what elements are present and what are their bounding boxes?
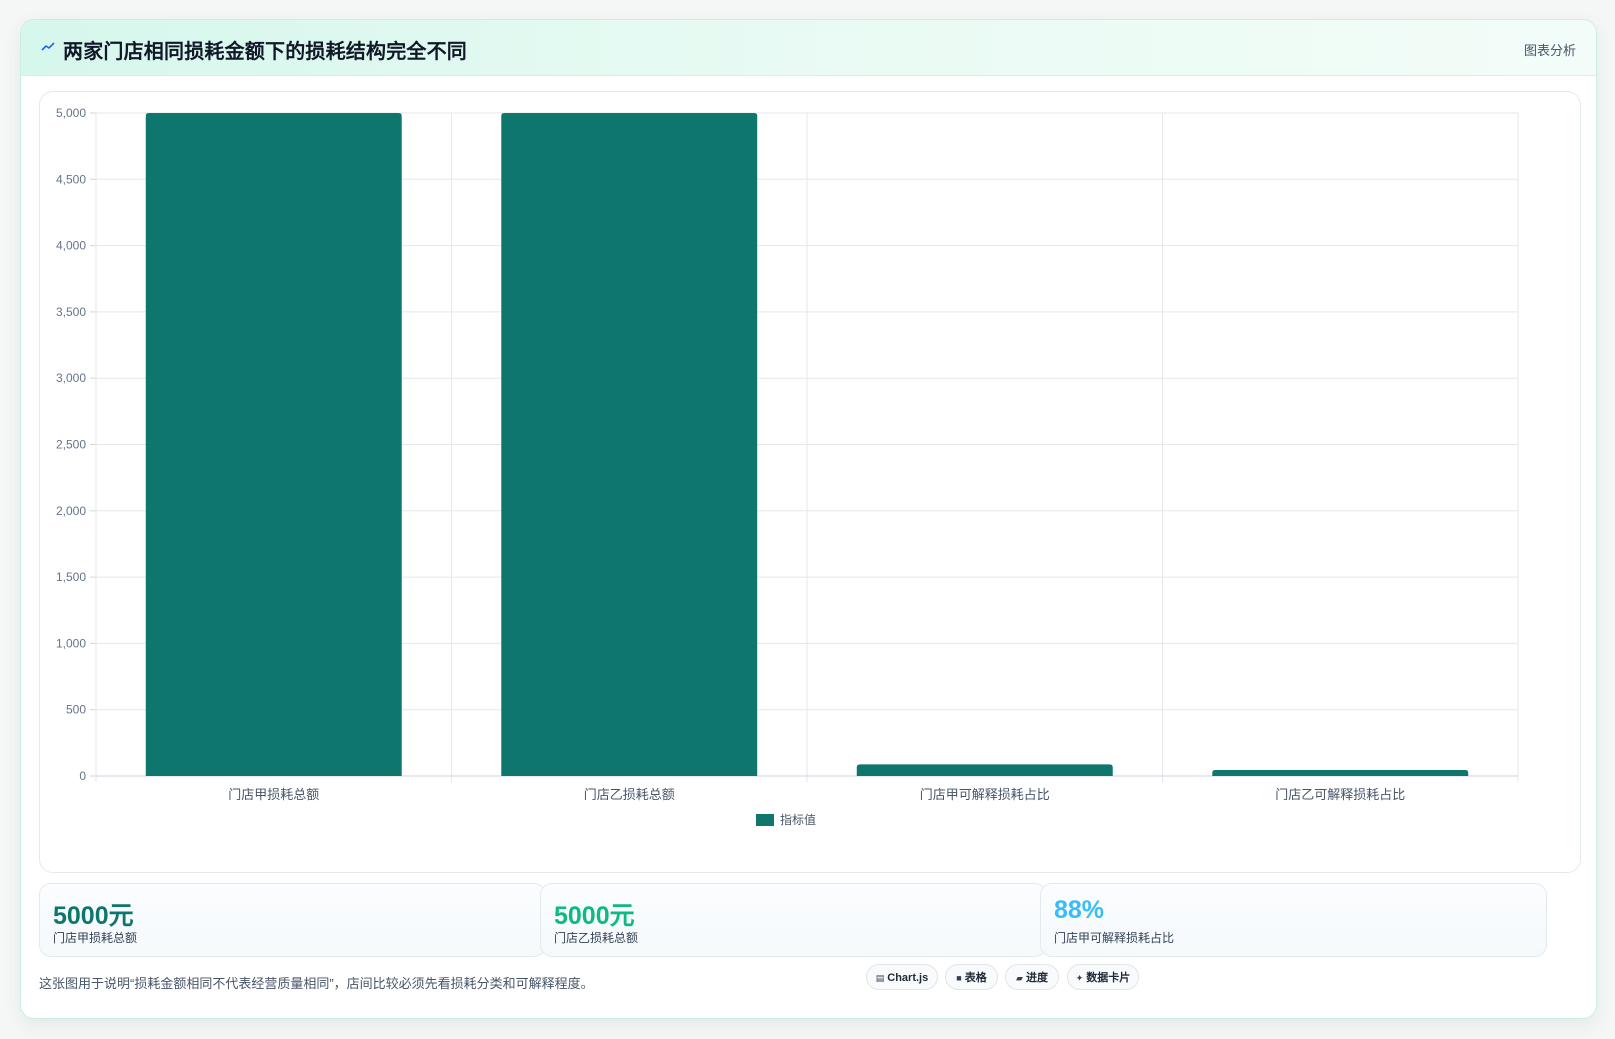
x-tick-label: 门店甲可解释损耗占比 xyxy=(920,787,1050,802)
stat-value: 88% xyxy=(1054,896,1105,924)
bar xyxy=(856,764,1113,776)
bar xyxy=(1212,770,1469,776)
chip-progress[interactable]: ▰ 进度 xyxy=(1005,964,1059,990)
table-icon: ■ xyxy=(956,973,962,983)
y-tick-label: 500 xyxy=(66,703,86,717)
y-tick-label: 1,500 xyxy=(56,570,86,584)
y-tick-label: 4,500 xyxy=(56,172,86,186)
chart-footnote: 这张图用于说明“损耗金额相同不代表经营质量相同”，店间比较必须先看损耗分类和可解… xyxy=(39,976,594,991)
y-tick-label: 4,000 xyxy=(56,239,86,253)
chip-label: 数据卡片 xyxy=(1086,972,1131,984)
chart-icon: ▤ xyxy=(875,973,885,983)
bar xyxy=(145,113,402,776)
bar xyxy=(501,113,758,776)
chip-table[interactable]: ■ 表格 xyxy=(945,964,998,990)
stat-label: 门店甲可解释损耗占比 xyxy=(1054,931,1175,945)
chip-label: 表格 xyxy=(964,972,987,984)
y-tick-label: 2,000 xyxy=(56,504,86,518)
chart-container: 0 500 1,000 1,500 2,000 2,500 3,000 3,500 4,000 4… xyxy=(39,91,1581,873)
y-tick-label: 3,000 xyxy=(56,371,86,385)
legend-swatch xyxy=(756,814,774,826)
y-tick-label: 1,000 xyxy=(56,636,86,650)
stat-value: 5000元 xyxy=(554,902,635,930)
legend-label: 指标值 xyxy=(780,812,816,827)
chart-analysis-tag: 图表分析 xyxy=(1523,43,1576,58)
x-tick-label: 门店乙可解释损耗占比 xyxy=(1275,787,1405,802)
x-tick-label: 门店甲损耗总额 xyxy=(228,787,319,802)
chip-chartjs[interactable]: ▤ Chart.js xyxy=(866,964,938,990)
bar-chart: 0 500 1,000 1,500 2,000 2,500 3,000 3,500 4,000 4… xyxy=(56,106,1519,827)
page-title: 两家门店相同损耗金额下的损耗结构完全不同 xyxy=(63,41,467,63)
y-tick-label: 5,000 xyxy=(56,106,86,120)
progress-icon: ▰ xyxy=(1016,973,1023,983)
stat-card-store-b-total: 5000元 门店乙损耗总额 xyxy=(540,883,1047,957)
stat-value: 5000元 xyxy=(53,902,134,930)
stat-label: 门店乙损耗总额 xyxy=(554,931,639,945)
trend-line-icon xyxy=(41,42,55,51)
x-tick-label: 门店乙损耗总额 xyxy=(584,787,675,802)
y-tick-label: 2,500 xyxy=(56,438,86,452)
y-tick-label: 3,500 xyxy=(56,305,86,319)
stat-card-store-a-ratio: 88% 门店甲可解释损耗占比 xyxy=(1040,883,1547,957)
chip-data-card[interactable]: ✦ 数据卡片 xyxy=(1067,964,1139,990)
card-header: 两家门店相同损耗金额下的损耗结构完全不同 图表分析 xyxy=(21,20,1596,76)
sparkle-icon: ✦ xyxy=(1075,973,1084,983)
chip-label: 进度 xyxy=(1025,972,1048,984)
stat-card-store-a-total: 5000元 门店甲损耗总额 xyxy=(39,883,546,957)
y-tick-label: 0 xyxy=(79,769,86,783)
chart-card: 两家门店相同损耗金额下的损耗结构完全不同 图表分析 0 500 1,000 1,500… xyxy=(20,19,1597,1019)
stat-label: 门店甲损耗总额 xyxy=(53,931,138,945)
chip-label: Chart.js xyxy=(887,972,929,984)
